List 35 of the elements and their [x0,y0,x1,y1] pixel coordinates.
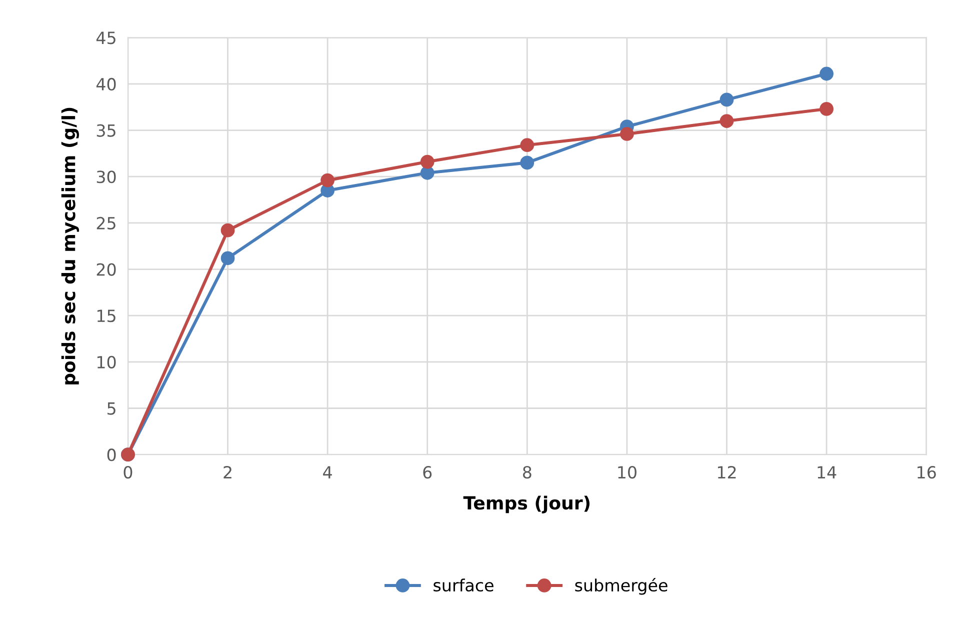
y-tick-label: 40 [96,78,116,91]
x-tick-label: 10 [618,466,636,479]
y-tick-label: 35 [96,124,116,137]
y-tick-label: 5 [108,402,116,415]
point [220,223,235,238]
point [520,156,534,170]
point [220,251,235,266]
x-tick-label: 14 [818,466,836,478]
y-tick-label: 30 [96,170,116,184]
point [520,138,534,152]
legend-label: surface [434,578,494,592]
y-tick-label: 10 [97,356,116,368]
y-tick-label: 25 [96,216,116,230]
point [320,173,335,188]
point [720,92,734,107]
x-tick-label: 12 [718,466,736,478]
x-tick-label: 16 [918,466,936,479]
x-tick-label: 8 [522,466,532,479]
legend-label: submergée [575,578,668,595]
x-tick-label: 4 [323,466,332,478]
point [820,66,834,81]
y-tick-label: 0 [107,448,116,462]
x-tick-label: 0 [124,466,132,479]
point [820,102,834,116]
y-axis-title: poids sec du mycelium (g/l) [61,108,79,384]
y-tick-label: 20 [96,263,116,276]
y-tick-label: 15 [97,310,116,322]
point [720,114,734,128]
x-axis-title: Temps (jour) [463,496,590,514]
point [620,127,634,141]
point [420,166,434,180]
x-tick-label: 2 [224,466,232,478]
x-tick-label: 6 [423,466,432,479]
point [420,154,434,169]
y-tick-label: 45 [96,32,116,44]
